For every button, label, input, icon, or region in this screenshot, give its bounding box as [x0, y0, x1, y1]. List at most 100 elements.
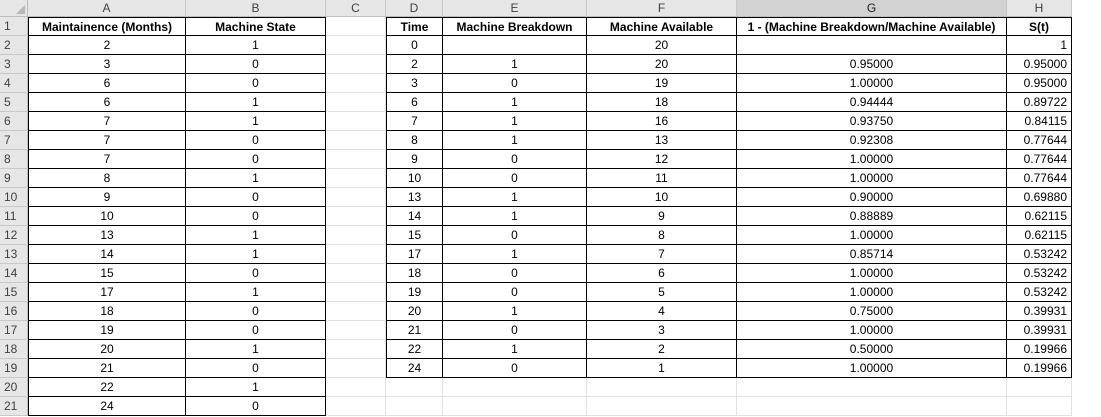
table2-cell-time[interactable]: 15	[386, 226, 443, 245]
table2-header-time[interactable]: Time	[386, 17, 443, 36]
table2-cell-time[interactable]: 22	[386, 340, 443, 359]
table2-cell-ratio[interactable]	[737, 36, 1007, 55]
table2-cell-machine-breakdown[interactable]: 1	[443, 302, 587, 321]
table2-cell-survival[interactable]: 0.53242	[1007, 283, 1072, 302]
table2-cell-ratio[interactable]: 1.00000	[737, 150, 1007, 169]
table2-cell-ratio[interactable]: 0.50000	[737, 340, 1007, 359]
cell-c11[interactable]	[326, 207, 386, 226]
cell-c3[interactable]	[326, 55, 386, 74]
table2-cell-machine-available[interactable]: 3	[587, 321, 737, 340]
table2-cell-survival[interactable]: 0.84115	[1007, 112, 1072, 131]
table1-cell[interactable]: 6	[28, 93, 186, 112]
table2-cell-survival[interactable]: 0.19966	[1007, 340, 1072, 359]
table2-cell-ratio[interactable]: 0.90000	[737, 188, 1007, 207]
cell-c6[interactable]	[326, 112, 386, 131]
table2-cell-ratio[interactable]: 0.85714	[737, 245, 1007, 264]
column-header-a[interactable]: A	[28, 0, 186, 17]
cell-c10[interactable]	[326, 188, 386, 207]
table2-cell-machine-breakdown[interactable]: 1	[443, 207, 587, 226]
table1-cell[interactable]: 0	[186, 150, 326, 169]
table1-cell[interactable]: 1	[186, 340, 326, 359]
cell-g20[interactable]	[737, 378, 1007, 397]
row-header-11[interactable]: 11	[0, 207, 28, 226]
cell-c13[interactable]	[326, 245, 386, 264]
row-header-4[interactable]: 4	[0, 74, 28, 93]
row-header-5[interactable]: 5	[0, 93, 28, 112]
table2-cell-ratio[interactable]: 0.93750	[737, 112, 1007, 131]
cell-c12[interactable]	[326, 226, 386, 245]
table1-cell[interactable]: 15	[28, 264, 186, 283]
table2-cell-time[interactable]: 17	[386, 245, 443, 264]
table2-cell-ratio[interactable]: 1.00000	[737, 359, 1007, 378]
table2-cell-survival[interactable]: 0.95000	[1007, 55, 1072, 74]
table1-cell[interactable]: 1	[186, 169, 326, 188]
table2-cell-machine-available[interactable]: 2	[587, 340, 737, 359]
cell-g21[interactable]	[737, 397, 1007, 416]
table1-cell[interactable]: 0	[186, 74, 326, 93]
table2-cell-machine-available[interactable]: 1	[587, 359, 737, 378]
table2-header-survival[interactable]: S(t)	[1007, 17, 1072, 36]
table1-cell[interactable]: 7	[28, 150, 186, 169]
table2-cell-survival[interactable]: 0.39931	[1007, 321, 1072, 340]
table2-cell-machine-available[interactable]: 9	[587, 207, 737, 226]
table1-cell[interactable]: 0	[186, 302, 326, 321]
table1-cell[interactable]: 0	[186, 188, 326, 207]
table1-cell[interactable]: 13	[28, 226, 186, 245]
table2-cell-ratio[interactable]: 1.00000	[737, 226, 1007, 245]
table2-cell-time[interactable]: 0	[386, 36, 443, 55]
table1-cell[interactable]: 6	[28, 74, 186, 93]
table1-cell[interactable]: 3	[28, 55, 186, 74]
table2-cell-time[interactable]: 14	[386, 207, 443, 226]
table2-header-machine-available[interactable]: Machine Available	[587, 17, 737, 36]
table2-cell-machine-breakdown[interactable]: 0	[443, 74, 587, 93]
table2-cell-time[interactable]: 7	[386, 112, 443, 131]
cell-c14[interactable]	[326, 264, 386, 283]
row-header-13[interactable]: 13	[0, 245, 28, 264]
table2-cell-machine-available[interactable]: 20	[587, 36, 737, 55]
cell-d20[interactable]	[386, 378, 443, 397]
cell-c9[interactable]	[326, 169, 386, 188]
cell-c2[interactable]	[326, 36, 386, 55]
cell-c4[interactable]	[326, 74, 386, 93]
table2-cell-time[interactable]: 13	[386, 188, 443, 207]
table2-cell-machine-available[interactable]: 10	[587, 188, 737, 207]
table2-cell-time[interactable]: 2	[386, 55, 443, 74]
table1-cell[interactable]: 21	[28, 359, 186, 378]
table2-cell-machine-available[interactable]: 6	[587, 264, 737, 283]
table2-cell-machine-breakdown[interactable]: 0	[443, 264, 587, 283]
table1-cell[interactable]: 1	[186, 112, 326, 131]
cell-e21[interactable]	[443, 397, 587, 416]
cell-d21[interactable]	[386, 397, 443, 416]
table2-cell-time[interactable]: 10	[386, 169, 443, 188]
table2-header-machine-breakdown[interactable]: Machine Breakdown	[443, 17, 587, 36]
column-header-f[interactable]: F	[587, 0, 737, 17]
table2-cell-machine-available[interactable]: 12	[587, 150, 737, 169]
row-header-21[interactable]: 21	[0, 397, 28, 416]
cell-c5[interactable]	[326, 93, 386, 112]
table1-cell[interactable]: 24	[28, 397, 186, 416]
table2-cell-ratio[interactable]: 1.00000	[737, 169, 1007, 188]
table1-header-machine-state[interactable]: Machine State	[186, 17, 326, 36]
row-header-8[interactable]: 8	[0, 150, 28, 169]
table2-cell-survival[interactable]: 0.77644	[1007, 150, 1072, 169]
table2-cell-ratio[interactable]: 0.88889	[737, 207, 1007, 226]
table1-cell[interactable]: 0	[186, 359, 326, 378]
table2-cell-time[interactable]: 19	[386, 283, 443, 302]
column-header-d[interactable]: D	[386, 0, 443, 17]
cell-c20[interactable]	[326, 378, 386, 397]
table1-cell[interactable]: 17	[28, 283, 186, 302]
table2-cell-survival[interactable]: 0.53242	[1007, 264, 1072, 283]
table1-cell[interactable]: 7	[28, 112, 186, 131]
table1-cell[interactable]: 1	[186, 245, 326, 264]
cell-c1[interactable]	[326, 17, 386, 36]
table2-cell-survival[interactable]: 0.69880	[1007, 188, 1072, 207]
cell-c7[interactable]	[326, 131, 386, 150]
table1-cell[interactable]: 14	[28, 245, 186, 264]
table2-cell-ratio[interactable]: 1.00000	[737, 321, 1007, 340]
cell-c19[interactable]	[326, 359, 386, 378]
cell-c18[interactable]	[326, 340, 386, 359]
column-header-g[interactable]: G	[737, 0, 1007, 17]
cell-f21[interactable]	[587, 397, 737, 416]
table1-cell[interactable]: 1	[186, 36, 326, 55]
row-header-18[interactable]: 18	[0, 340, 28, 359]
